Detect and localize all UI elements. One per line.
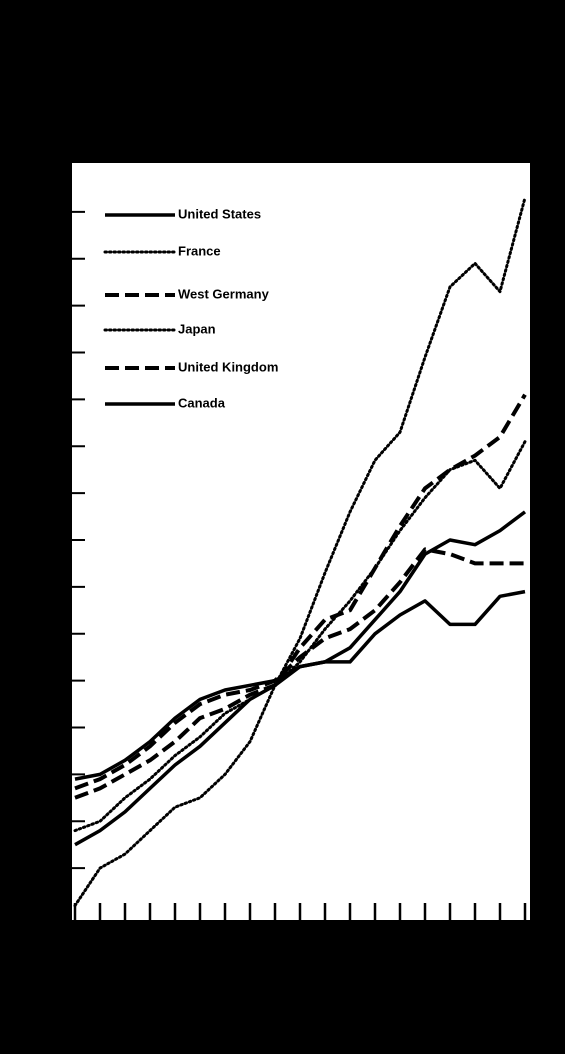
series-line bbox=[74, 589, 526, 847]
legend-label: United Kingdom bbox=[178, 359, 278, 374]
series-line bbox=[73, 196, 527, 908]
legend-label: Japan bbox=[178, 321, 216, 336]
legend-label: France bbox=[178, 243, 221, 258]
legend-label: Canada bbox=[178, 395, 226, 410]
series-line bbox=[73, 440, 527, 833]
legend-label: West Germany bbox=[178, 286, 270, 301]
series-line bbox=[74, 547, 525, 791]
series-line bbox=[74, 393, 527, 800]
legend-label: United States bbox=[178, 206, 261, 221]
